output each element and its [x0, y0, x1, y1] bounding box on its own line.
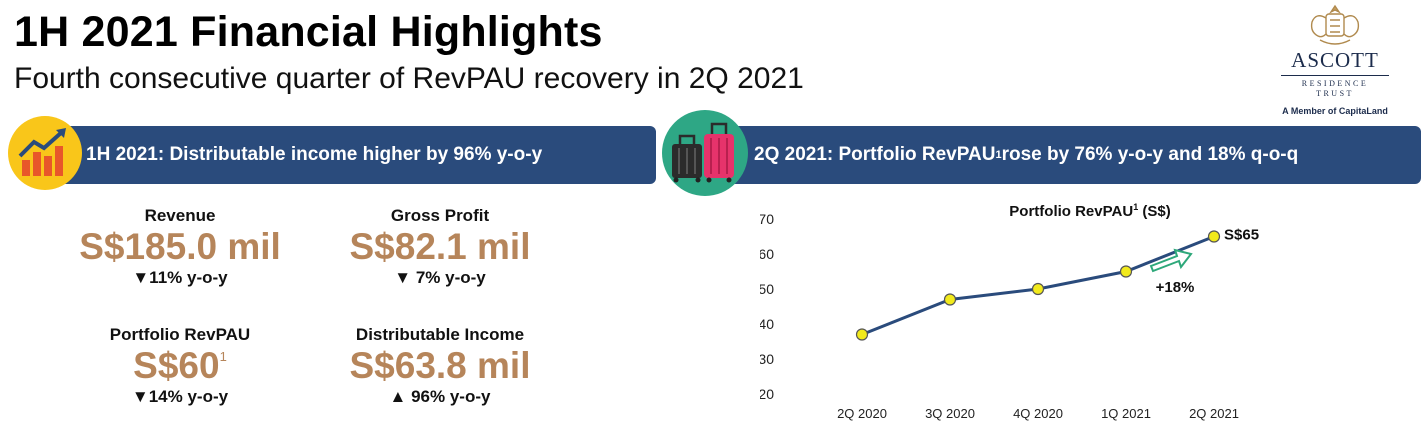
- growth-arrow-icon: [1149, 248, 1193, 273]
- metric-change: ▲ 96% y-o-y: [389, 387, 491, 406]
- x-tick-label: 4Q 2020: [1013, 406, 1063, 421]
- x-tick-label: 2Q 2021: [1189, 406, 1239, 421]
- data-point: [1031, 282, 1045, 296]
- data-point: [943, 293, 957, 306]
- ascott-logo: ASCOTT RESIDENCE TRUST A Member of Capit…: [1270, 2, 1400, 122]
- growth-label: +18%: [1156, 279, 1195, 296]
- metric-label: Portfolio RevPAU: [109, 325, 251, 344]
- luggage-icon: [662, 110, 748, 196]
- y-tick-label: 50: [760, 281, 774, 297]
- chart-title-sup: 1: [1133, 202, 1138, 212]
- logo-divider: [1281, 75, 1389, 76]
- left-banner-text: 1H 2021: Distributable income higher by …: [86, 144, 543, 165]
- data-point: [1119, 265, 1133, 278]
- y-tick-label: 30: [760, 351, 774, 367]
- crest-icon: [1310, 4, 1360, 45]
- metric-label: Gross Profit: [390, 206, 490, 225]
- left-banner: 1H 2021: Distributable income higher by …: [58, 126, 656, 184]
- metric-value-text: S$60: [133, 345, 220, 386]
- metric-revenue: Revenue S$185.0 mil ▼11% y-o-y: [68, 206, 292, 288]
- page-title: 1H 2021 Financial Highlights: [14, 8, 603, 56]
- metric-change: ▼14% y-o-y: [131, 387, 229, 406]
- chart-title: Portfolio RevPAU1 (S$): [1009, 202, 1170, 220]
- chart-title-post: (S$): [1138, 203, 1171, 220]
- growth-chart-icon: [8, 116, 82, 190]
- right-banner-text-pre: 2Q 2021: Portfolio RevPAU: [754, 144, 996, 165]
- metric-label: Distributable Income: [355, 325, 525, 344]
- metric-value: S$601: [68, 345, 292, 387]
- metric-value: S$185.0 mil: [79, 226, 281, 267]
- y-tick-label: 70: [760, 211, 774, 227]
- right-banner-text-post: rose by 76% y-o-y and 18% q-o-q: [1001, 144, 1299, 165]
- revpau-line-chart: Portfolio RevPAU1 (S$) 20 30 40 50 60 70 2Q 2…: [760, 202, 1259, 421]
- logo-line2: TRUST: [1316, 89, 1354, 98]
- metric-change: ▼ 7% y-o-y: [394, 268, 486, 287]
- right-banner: 2Q 2021: Portfolio RevPAU 1 rose by 76% y…: [708, 126, 1421, 184]
- growth-arrow-shape: [1149, 248, 1193, 273]
- metric-revpau: Portfolio RevPAU S$601 ▼14% y-o-y: [68, 325, 292, 407]
- data-point: [1207, 230, 1221, 243]
- metric-label: Revenue: [144, 206, 216, 225]
- y-tick-label: 60: [760, 246, 774, 262]
- metric-gross-profit: Gross Profit S$82.1 mil ▼ 7% y-o-y: [328, 206, 552, 288]
- x-tick-label: 1Q 2021: [1101, 406, 1151, 421]
- x-tick-label: 2Q 2020: [837, 406, 887, 421]
- data-point: [855, 328, 869, 341]
- logo-name: ASCOTT: [1291, 48, 1379, 72]
- metric-value-sup: 1: [219, 349, 227, 364]
- y-tick-label: 40: [760, 316, 774, 332]
- metric-distributable-income: Distributable Income S$63.8 mil ▲ 96% y-…: [328, 325, 552, 407]
- metric-value: S$82.1 mil: [349, 226, 531, 267]
- y-tick-label: 20: [760, 386, 774, 402]
- end-value-label: S$65: [1224, 227, 1259, 244]
- right-banner-sup: 1: [995, 149, 1002, 161]
- x-tick-label: 3Q 2020: [925, 406, 975, 421]
- metric-value: S$63.8 mil: [349, 345, 531, 386]
- logo-line1: RESIDENCE: [1301, 79, 1369, 88]
- page-subtitle: Fourth consecutive quarter of RevPAU rec…: [14, 62, 804, 95]
- chart-title-pre: Portfolio RevPAU: [1009, 203, 1133, 220]
- logo-member: A Member of CapitaLand: [1282, 106, 1388, 116]
- metric-change: ▼11% y-o-y: [132, 268, 228, 287]
